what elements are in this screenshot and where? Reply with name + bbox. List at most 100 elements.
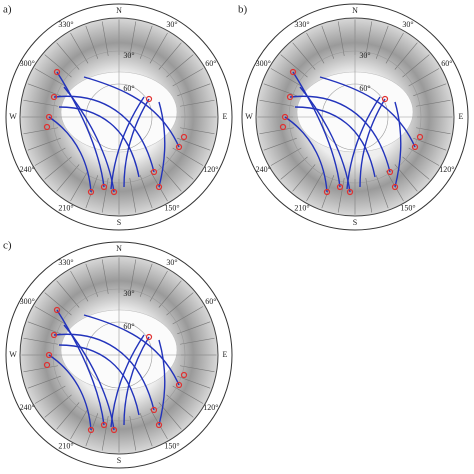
facade-line — [263, 83, 297, 97]
azimuth-label: 120° — [439, 165, 454, 174]
facade-line — [180, 337, 215, 345]
azimuth-label: W — [9, 350, 17, 359]
azimuth-label: 330° — [294, 20, 309, 29]
panels: a) N 30° 60° E 120° 150° S 210° 240° W 300° 330° 30° 6… — [3, 3, 469, 469]
sky-plot: b) N 30° 60° E 120° 150° S 210° 240° W 300° 330° 30° 6… — [238, 3, 469, 231]
azimuth-label: 150° — [400, 204, 415, 213]
azimuth-label: 300° — [20, 297, 35, 306]
azimuth-label: 240° — [20, 165, 35, 174]
azimuth-label: 210° — [58, 204, 73, 213]
facade-line — [180, 127, 215, 135]
facade-line — [34, 147, 66, 166]
facade-line — [44, 292, 72, 316]
facade-line — [101, 178, 109, 213]
facade-line — [365, 21, 373, 56]
azimuth-label: N — [116, 6, 122, 15]
azimuth-label: 60° — [205, 59, 216, 68]
azimuth-label: N — [116, 244, 122, 253]
azimuth-label: 240° — [20, 403, 35, 412]
facade-line — [129, 21, 137, 56]
facade-line — [172, 147, 204, 166]
facade-line — [27, 375, 61, 389]
facade-line — [337, 21, 345, 56]
facade-line — [166, 156, 194, 180]
facade-line — [270, 147, 302, 166]
facade-line — [180, 99, 215, 107]
facade-line — [413, 137, 447, 151]
facade-line — [56, 280, 80, 308]
facade-line — [149, 270, 168, 302]
facade-line — [172, 68, 204, 87]
facade-line — [172, 385, 204, 404]
facade-line — [70, 170, 89, 202]
facade-line — [139, 413, 153, 447]
facade-line — [321, 25, 335, 59]
facade-line — [337, 178, 345, 213]
facade-line — [34, 306, 66, 325]
facade-line — [177, 83, 211, 97]
facade-line — [23, 99, 58, 107]
facade-line — [394, 42, 418, 70]
facade-line — [166, 292, 194, 316]
outer-ring — [241, 3, 469, 231]
facade-line — [158, 280, 182, 308]
facade-line — [27, 83, 61, 97]
facade-line — [166, 54, 194, 78]
azimuth-label: 300° — [256, 59, 271, 68]
facade-line — [408, 68, 440, 87]
facade-line — [44, 54, 72, 78]
facade-line — [139, 25, 153, 59]
facade-line — [101, 416, 109, 451]
azimuth-label: 120° — [203, 165, 218, 174]
facade-line — [149, 32, 168, 64]
facade-line — [292, 164, 316, 192]
facade-line — [70, 270, 89, 302]
azimuth-label: 330° — [58, 20, 73, 29]
facade-line — [129, 259, 137, 294]
facade-line — [85, 25, 99, 59]
facade-line — [23, 127, 58, 135]
facade-line — [85, 413, 99, 447]
elevation-label: 30° — [123, 289, 134, 298]
facade-line — [70, 408, 89, 440]
azimuth-label: 60° — [441, 59, 452, 68]
facade-line — [306, 170, 325, 202]
azimuth-label: 240° — [256, 165, 271, 174]
facade-line — [180, 365, 215, 373]
facade-line — [280, 54, 308, 78]
sky-plot: c) N 30° 60° E 120° 150° S 210° 240° W 300° 330° 30° 6… — [3, 240, 233, 469]
facade-line — [385, 32, 404, 64]
facade-line — [23, 365, 58, 373]
facade-line — [270, 68, 302, 87]
facade-line — [365, 178, 373, 213]
azimuth-label: 30° — [166, 20, 177, 29]
facade-line — [101, 21, 109, 56]
azimuth-label: E — [223, 112, 228, 121]
azimuth-label: N — [352, 6, 358, 15]
sky-plot: a) N 30° 60° E 120° 150° S 210° 240° W 300° 330° 30° 6… — [3, 3, 233, 231]
facade-line — [56, 42, 80, 70]
facade-line — [177, 321, 211, 335]
azimuth-label: 210° — [294, 204, 309, 213]
facade-line — [166, 394, 194, 418]
facade-line — [416, 99, 451, 107]
facade-line — [158, 42, 182, 70]
facade-line — [263, 137, 297, 151]
facade-line — [292, 42, 316, 70]
azimuth-label: 150° — [164, 442, 179, 451]
facade-line — [280, 156, 308, 180]
facade-line — [34, 68, 66, 87]
azimuth-label: W — [245, 112, 253, 121]
facade-line — [402, 156, 430, 180]
azimuth-label: E — [459, 112, 464, 121]
azimuth-label: 300° — [20, 59, 35, 68]
facade-line — [34, 385, 66, 404]
facade-line — [85, 175, 99, 209]
facade-line — [129, 416, 137, 451]
azimuth-label: W — [9, 112, 17, 121]
panel-label: b) — [238, 4, 248, 16]
facade-line — [413, 83, 447, 97]
facade-line — [375, 175, 389, 209]
azimuth-label: S — [117, 456, 121, 465]
